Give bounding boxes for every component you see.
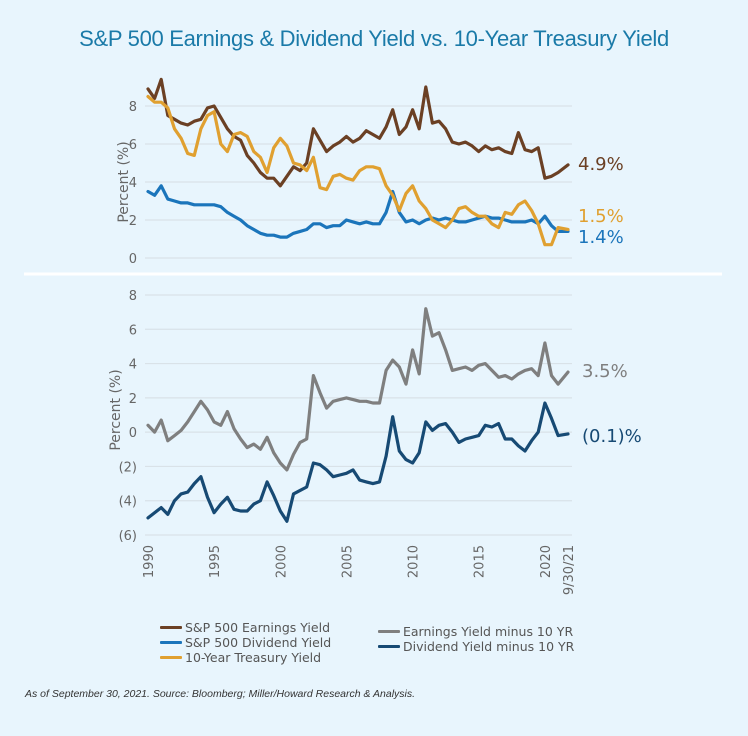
y-tick-label: (4) <box>119 495 137 510</box>
series-line-dividend-yield-minus-10-yr <box>146 401 570 523</box>
x-tick-label: 9/30/21 <box>562 545 577 595</box>
legend-swatch-dividend <box>160 641 182 644</box>
series-end-label: 3.5% <box>582 361 628 382</box>
x-tick-label: 1990 <box>142 545 157 578</box>
legend-swatch-earnings <box>160 626 182 629</box>
x-tick-label: 2005 <box>340 545 355 578</box>
legend-item-dividend-minus-10yr: Dividend Yield minus 10 YR <box>378 639 574 654</box>
series-end-label: 4.9% <box>578 154 624 175</box>
legend-swatch-earn-minus <box>378 630 400 633</box>
legend-swatch-div-minus <box>378 645 400 648</box>
chart-canvas: 0 2 4 6 8 Percent (%) 4.9% 1.4%1.5% (6) (4) (2) 0 2… <box>24 77 722 595</box>
x-axis: 1990 1995 2000 2005 2010 2015 2020 9/30/21 <box>142 545 577 595</box>
series-line-s-p-500-earnings-yield <box>146 77 570 188</box>
y-tick-label: (2) <box>119 460 137 475</box>
legend-swatch-treasury <box>160 656 182 659</box>
series-end-label: 1.4% <box>578 227 624 248</box>
top-panel-earnings-dividend-treasury: 0 2 4 6 8 Percent (%) 4.9% 1.4%1.5% <box>116 77 624 267</box>
y-tick-label: 4 <box>129 358 137 373</box>
series-line-earnings-yield-minus-10-yr <box>146 307 570 472</box>
series-end-label: 1.5% <box>578 206 624 227</box>
y-tick-label: 8 <box>129 289 137 304</box>
legend-label: S&P 500 Earnings Yield <box>185 620 331 635</box>
y-tick-label: 6 <box>129 138 137 153</box>
legend-left: S&P 500 Earnings Yield S&P 500 Dividend … <box>160 620 331 665</box>
legend-label: S&P 500 Dividend Yield <box>185 635 332 650</box>
legend-item-dividend-yield: S&P 500 Dividend Yield <box>160 635 331 650</box>
y-tick-label: 2 <box>129 214 137 229</box>
x-tick-label: 2010 <box>407 545 422 578</box>
y-axis-label: Percent (%) <box>116 141 132 222</box>
y-tick-label: 2 <box>129 392 137 407</box>
y-tick-label: 0 <box>129 426 137 441</box>
y-tick-label: 6 <box>129 323 137 338</box>
y-tick-label: (6) <box>119 529 137 544</box>
y-tick-label: 0 <box>129 252 137 267</box>
legend-item-treasury-yield: 10-Year Treasury Yield <box>160 650 331 665</box>
legend-item-earnings-yield: S&P 500 Earnings Yield <box>160 620 331 635</box>
series-end-label: (0.1)% <box>582 426 642 447</box>
x-tick-label: 2015 <box>473 545 488 578</box>
y-axis-label: Percent (%) <box>108 369 124 450</box>
x-tick-label: 2000 <box>274 545 289 578</box>
legend-label: 10-Year Treasury Yield <box>185 650 322 665</box>
x-tick-label: 2020 <box>539 545 554 578</box>
legend-label: Dividend Yield minus 10 YR <box>403 639 575 654</box>
y-tick-label: 8 <box>129 100 137 115</box>
series-line-s-p-500-dividend-yield <box>146 184 570 239</box>
y-tick-label: 4 <box>129 176 137 191</box>
legend-label: Earnings Yield minus 10 YR <box>403 624 574 639</box>
legend-item-earnings-minus-10yr: Earnings Yield minus 10 YR <box>378 624 574 639</box>
legend-right: Earnings Yield minus 10 YR Dividend Yiel… <box>378 624 574 654</box>
bottom-panel-yield-spreads: (6) (4) (2) 0 2 4 6 8 Percent (%) 3.5% (0.1)% <box>108 289 642 544</box>
x-tick-label: 1995 <box>208 545 223 578</box>
series-line-10-year-treasury-yield <box>146 94 570 247</box>
source-note: As of September 30, 2021. Source: Bloomb… <box>25 688 416 700</box>
chart-title: S&P 500 Earnings & Dividend Yield vs. 10… <box>79 26 669 51</box>
